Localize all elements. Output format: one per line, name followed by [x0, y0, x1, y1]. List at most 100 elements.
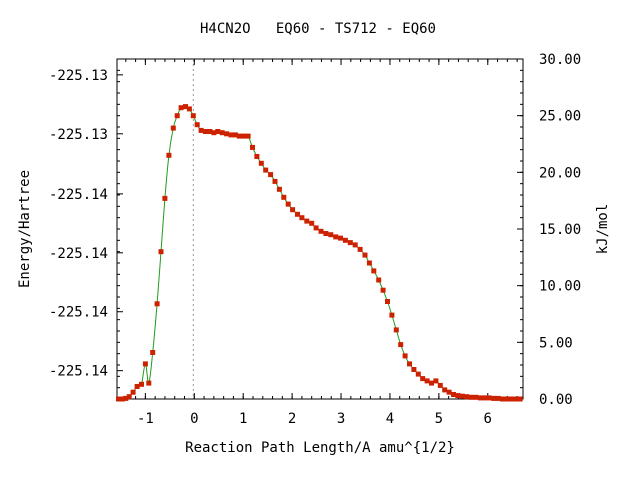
x-tick-label: 0 [190, 411, 198, 427]
data-point [250, 144, 255, 150]
data-point [166, 152, 172, 158]
data-point [508, 396, 514, 402]
data-point [198, 127, 204, 133]
data-point [393, 327, 399, 333]
data-point [504, 396, 510, 402]
data-point [371, 268, 377, 274]
data-point [328, 232, 334, 238]
data-point [338, 235, 343, 241]
data-point [420, 376, 426, 382]
data-point [352, 242, 358, 248]
data-point [241, 133, 247, 139]
data-point [318, 228, 324, 234]
data-point [433, 378, 439, 384]
data-point [495, 395, 501, 401]
data-point [268, 172, 274, 178]
data-point [150, 350, 156, 355]
data-point [134, 384, 140, 389]
left-tick-label: -225.13 [49, 68, 108, 84]
data-point [477, 395, 483, 401]
x-tick-label: 1 [239, 411, 247, 427]
y-axis-label-left: Energy/Hartree [17, 170, 33, 288]
x-tick-label: 6 [484, 411, 492, 427]
data-point [224, 131, 230, 137]
right-tick-label: 30.00 [539, 52, 581, 68]
x-tick-label: 4 [386, 411, 394, 427]
data-point [211, 130, 217, 136]
data-point [295, 211, 300, 217]
data-point [236, 133, 242, 139]
data-point [258, 160, 264, 166]
right-axis-ticks: 0.00 5.00 10.00 15.00 20.00 25.00 30.00 [517, 52, 581, 408]
data-point [424, 378, 430, 384]
data-point [245, 133, 251, 139]
data-point [437, 382, 443, 388]
left-axis-ticks: -225.14 -225.14 -225.14 -225.14 -225.13 -225.… [49, 58, 123, 400]
data-point [139, 381, 144, 387]
data-point [455, 393, 461, 399]
x-tick-label: 5 [435, 411, 443, 427]
data-point [304, 218, 310, 224]
data-point [323, 231, 329, 236]
data-point [154, 301, 160, 307]
data-point [500, 396, 505, 402]
data-point [309, 220, 315, 226]
data-point [429, 380, 434, 386]
data-point [517, 396, 523, 402]
data-point [333, 234, 339, 240]
x-tick-label: -1 [137, 411, 154, 427]
data-point [178, 105, 184, 111]
data-point [263, 167, 269, 173]
data-point [254, 154, 260, 159]
data-point [389, 312, 395, 318]
data-point [347, 240, 353, 246]
data-point [398, 342, 404, 348]
data-point [116, 396, 121, 402]
data-point [232, 132, 238, 138]
data-point [285, 201, 291, 207]
data-point [473, 394, 479, 400]
data-point [459, 393, 465, 399]
left-tick-label: -225.14 [49, 305, 108, 321]
y-axis-label-right: kJ/mol [595, 204, 611, 255]
data-point [126, 394, 132, 400]
right-tick-label: 0.00 [539, 392, 573, 408]
data-point [219, 130, 225, 136]
data-point [313, 225, 319, 231]
data-point [186, 106, 192, 112]
data-point [513, 396, 519, 402]
x-axis-ticks: -1 0 1 2 3 4 5 6 [125, 59, 518, 427]
right-tick-label: 5.00 [539, 335, 573, 351]
data-point [170, 125, 176, 131]
data-point [183, 104, 188, 110]
data-point [299, 215, 305, 221]
data-point [468, 394, 474, 400]
data-point [486, 395, 492, 401]
data-point [415, 371, 421, 377]
data-point [190, 113, 196, 119]
data-point [402, 353, 408, 359]
data-point [146, 380, 152, 386]
chart-title: H4CN2O EQ60 - TS712 - EQ60 [200, 21, 436, 37]
data-point [130, 389, 136, 395]
data-point [158, 249, 164, 255]
data-point [362, 252, 368, 258]
data-point [482, 395, 488, 401]
data-point [276, 186, 282, 192]
series-line [118, 105, 521, 400]
left-tick-label: -225.14 [49, 364, 108, 380]
left-tick-label: -225.13 [49, 127, 108, 143]
data-point [119, 396, 125, 402]
data-point [380, 287, 386, 293]
data-point [290, 207, 296, 213]
data-point [142, 361, 148, 367]
data-point [407, 361, 412, 367]
data-point [446, 389, 452, 395]
data-point [366, 260, 372, 266]
right-tick-label: 10.00 [539, 279, 581, 295]
data-point [203, 129, 208, 134]
data-point [357, 246, 363, 252]
x-axis-label: Reaction Path Length/A amu^{1/2} [185, 440, 455, 456]
data-point [385, 299, 390, 304]
